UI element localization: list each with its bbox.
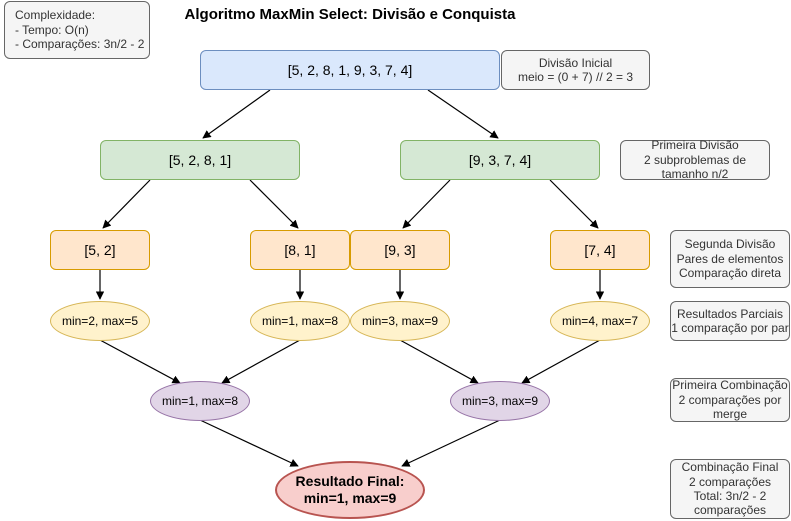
- note-first-division: Primeira Divisão 2 subproblemas de taman…: [620, 138, 770, 182]
- note-line: 2 subproblemas de: [643, 152, 747, 167]
- note-line: Combinação Final: [681, 460, 779, 475]
- edge-res1-comb1: [99, 339, 181, 384]
- node-pair-8-1: [8, 1]: [250, 230, 350, 270]
- edge-res2-comb1: [221, 339, 301, 384]
- node-root-array: [5, 2, 8, 1, 9, 3, 7, 4]: [200, 50, 500, 90]
- edge-res4-comb2: [521, 339, 601, 384]
- result-pair-1: min=2, max=5: [50, 301, 150, 341]
- combination-left: min=1, max=8: [150, 381, 250, 421]
- node-pair-7-4: [7, 4]: [550, 230, 650, 270]
- note-line: meio = (0 + 7) // 2 = 3: [517, 70, 634, 84]
- note-line: Comparação direta: [678, 266, 782, 281]
- edge-left1-l2b: [249, 179, 299, 229]
- result-pair-4: min=4, max=7: [550, 301, 650, 341]
- complexity-note: Complexidade: - Tempo: O(n) - Comparaçõe…: [4, 1, 150, 59]
- edge-right1-r2a: [402, 179, 451, 229]
- edge-comb2-final: [401, 419, 501, 467]
- node-right-half: [9, 3, 7, 4]: [400, 140, 600, 180]
- node-pair-9-3: [9, 3]: [350, 230, 450, 270]
- edge-comb1-final: [199, 419, 299, 467]
- node-pair-5-2: [5, 2]: [50, 230, 150, 270]
- note-line: comparações: [693, 503, 767, 518]
- note-line: Pares de elementos: [676, 251, 784, 266]
- note-line: 2 comparações por: [678, 392, 782, 407]
- node-left-half: [5, 2, 8, 1]: [100, 140, 300, 180]
- complexity-line: - Comparações: 3n/2 - 2: [15, 37, 145, 52]
- note-initial-division: Divisão Inicial meio = (0 + 7) // 2 = 3: [501, 50, 650, 90]
- note-line: tamanho n/2: [661, 167, 729, 182]
- complexity-line: Complexidade:: [15, 8, 96, 23]
- note-line: 2 comparações: [688, 474, 772, 489]
- note-line: Primeira Divisão: [651, 138, 739, 153]
- edge-left1-l2a: [102, 179, 151, 229]
- edge-res3-comb2: [399, 339, 479, 384]
- edge-right1-r2b: [549, 179, 599, 229]
- note-first-combination: Primeira Combinação 2 comparações por me…: [670, 378, 790, 422]
- note-line: Resultados Parciais: [676, 306, 784, 321]
- note-line: Total: 3n/2 - 2: [693, 489, 767, 503]
- diagram-title: Algoritmo MaxMin Select: Divisão e Conqu…: [184, 6, 516, 23]
- note-line: 1 comparação por par: [671, 321, 789, 335]
- combination-right: min=3, max=9: [450, 381, 550, 421]
- note-second-division: Segunda Divisão Pares de elementos Compa…: [670, 230, 790, 288]
- final-result-label: Resultado Final:: [295, 473, 405, 490]
- note-partial-results: Resultados Parciais 1 comparação por par: [670, 301, 790, 341]
- note-line: Divisão Inicial: [538, 55, 613, 70]
- final-result: Resultado Final: min=1, max=9: [275, 461, 425, 519]
- result-pair-3: min=3, max=9: [350, 301, 450, 341]
- edge-root-right1: [427, 89, 499, 139]
- note-line: Primeira Combinação: [672, 378, 788, 393]
- note-line: merge: [712, 407, 747, 422]
- note-line: Segunda Divisão: [684, 237, 776, 252]
- result-pair-2: min=1, max=8: [250, 301, 350, 341]
- final-result-value: min=1, max=9: [303, 490, 397, 506]
- edge-root-left1: [202, 89, 271, 139]
- complexity-line: - Tempo: O(n): [15, 22, 89, 37]
- note-final-combination: Combinação Final 2 comparações Total: 3n…: [670, 459, 790, 519]
